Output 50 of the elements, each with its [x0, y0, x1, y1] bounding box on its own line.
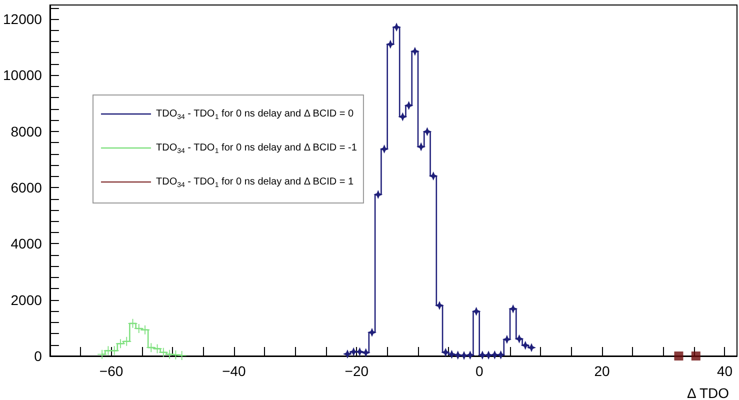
- point: [367, 328, 376, 337]
- y-tick-label: 4000: [10, 236, 42, 252]
- point: [404, 101, 414, 110]
- point: [386, 40, 395, 49]
- point: [116, 339, 125, 348]
- y-tick-label: 6000: [10, 180, 42, 196]
- y-tick-label: 10000: [2, 67, 42, 84]
- point: [428, 172, 438, 181]
- point: [674, 352, 684, 360]
- point: [98, 350, 107, 359]
- y-tick-label: 0: [34, 348, 42, 364]
- point: [146, 343, 156, 352]
- y-tick-label: 2000: [10, 292, 42, 308]
- point: [361, 348, 370, 358]
- point: [140, 325, 150, 334]
- point: [380, 144, 389, 154]
- point: [466, 350, 475, 360]
- point: [158, 348, 168, 357]
- y-tick-label: 8000: [10, 123, 42, 140]
- point: [447, 350, 456, 359]
- x-tick-label: −40: [222, 363, 246, 379]
- x-tick-label: −60: [99, 363, 124, 379]
- point: [502, 334, 512, 344]
- point: [410, 46, 420, 56]
- point: [416, 142, 426, 152]
- point: [472, 306, 481, 316]
- point: [520, 340, 530, 350]
- point: [342, 350, 352, 359]
- point: [177, 350, 186, 360]
- point: [441, 348, 450, 357]
- point: [398, 112, 408, 122]
- point: [110, 346, 119, 356]
- point: [171, 350, 180, 360]
- x-tick-label: 40: [716, 363, 733, 379]
- x-tick-label: 20: [594, 363, 610, 379]
- point: [434, 300, 444, 310]
- x-axis-title: Δ TDO: [687, 385, 730, 400]
- point: [134, 324, 144, 333]
- y-tick-label: 12000: [2, 11, 42, 28]
- point: [392, 22, 402, 32]
- point: [422, 127, 432, 136]
- point: [374, 190, 383, 200]
- point: [122, 336, 132, 346]
- point: [526, 343, 536, 352]
- point: [514, 334, 524, 344]
- point: [165, 350, 174, 359]
- point: [691, 352, 700, 360]
- point: [508, 304, 518, 314]
- x-tick-label: −20: [344, 363, 369, 379]
- x-tick-label: 0: [475, 363, 484, 379]
